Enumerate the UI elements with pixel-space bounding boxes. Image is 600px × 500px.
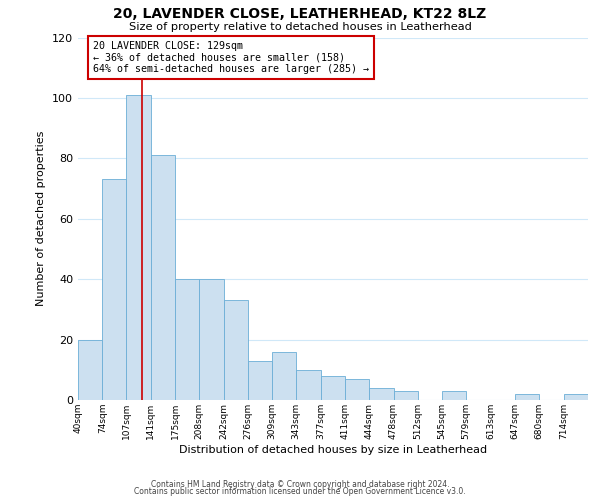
- Bar: [321, 376, 345, 400]
- Bar: [563, 394, 588, 400]
- Text: Size of property relative to detached houses in Leatherhead: Size of property relative to detached ho…: [128, 22, 472, 32]
- Bar: [345, 379, 369, 400]
- Bar: [151, 156, 175, 400]
- Text: Contains HM Land Registry data © Crown copyright and database right 2024.: Contains HM Land Registry data © Crown c…: [151, 480, 449, 489]
- Bar: [515, 394, 539, 400]
- Bar: [175, 279, 199, 400]
- Text: 20, LAVENDER CLOSE, LEATHERHEAD, KT22 8LZ: 20, LAVENDER CLOSE, LEATHERHEAD, KT22 8L…: [113, 8, 487, 22]
- Bar: [296, 370, 321, 400]
- Bar: [248, 360, 272, 400]
- Bar: [126, 95, 151, 400]
- Text: 20 LAVENDER CLOSE: 129sqm
← 36% of detached houses are smaller (158)
64% of semi: 20 LAVENDER CLOSE: 129sqm ← 36% of detac…: [94, 41, 370, 74]
- Bar: [369, 388, 394, 400]
- Bar: [103, 180, 126, 400]
- Bar: [394, 391, 418, 400]
- Y-axis label: Number of detached properties: Number of detached properties: [37, 131, 46, 306]
- Bar: [224, 300, 248, 400]
- Bar: [78, 340, 103, 400]
- Text: Contains public sector information licensed under the Open Government Licence v3: Contains public sector information licen…: [134, 487, 466, 496]
- X-axis label: Distribution of detached houses by size in Leatherhead: Distribution of detached houses by size …: [179, 444, 487, 454]
- Bar: [272, 352, 296, 400]
- Bar: [199, 279, 224, 400]
- Bar: [442, 391, 466, 400]
